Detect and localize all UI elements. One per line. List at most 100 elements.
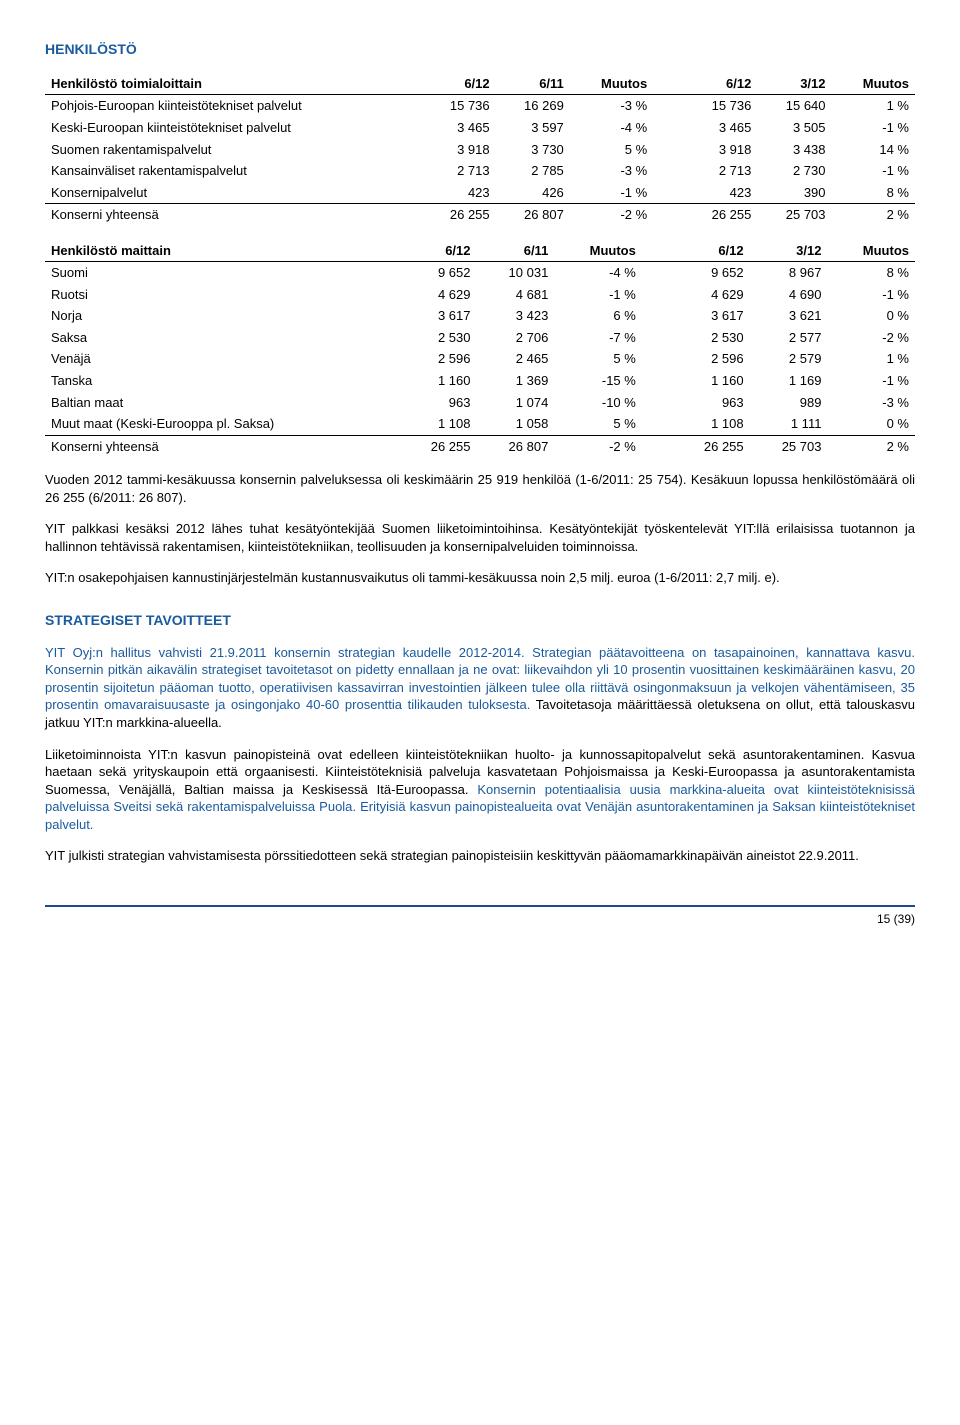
table-row: Konserni yhteensä26 25526 807-2 %26 2552… (45, 435, 915, 457)
cell: 989 (750, 392, 828, 414)
cell: 3 597 (496, 117, 570, 139)
cell: 26 807 (477, 435, 555, 457)
cell: Venäjä (45, 348, 399, 370)
gap (653, 139, 683, 161)
cell: 1 108 (672, 413, 750, 435)
cell: 6 % (554, 305, 642, 327)
gap (653, 95, 683, 117)
cell: -2 % (554, 435, 642, 457)
cell: 390 (757, 182, 831, 204)
cell: Konserni yhteensä (45, 204, 421, 226)
gap (653, 73, 683, 95)
cell: Pohjois-Euroopan kiinteistötekniset palv… (45, 95, 421, 117)
cell: 2 530 (399, 327, 477, 349)
cell: Konserni yhteensä (45, 435, 399, 457)
gap (642, 435, 672, 457)
cell: 2 596 (399, 348, 477, 370)
table-row: Tanska1 1601 369-15 %1 1601 169-1 % (45, 370, 915, 392)
cell: 3 621 (750, 305, 828, 327)
cell: 3 918 (683, 139, 757, 161)
cell: Tanska (45, 370, 399, 392)
paragraph: YIT palkkasi kesäksi 2012 lähes tuhat ke… (45, 520, 915, 555)
gap (653, 117, 683, 139)
cell: 3 465 (421, 117, 495, 139)
col-header: 6/11 (496, 73, 570, 95)
cell: -1 % (832, 160, 915, 182)
cell: 1 108 (399, 413, 477, 435)
col-header: Muutos (570, 73, 653, 95)
cell: -1 % (832, 117, 915, 139)
table-row: Suomen rakentamispalvelut3 9183 7305 %3 … (45, 139, 915, 161)
cell: 4 690 (750, 284, 828, 306)
cell: 3 617 (672, 305, 750, 327)
cell: Muut maat (Keski-Eurooppa pl. Saksa) (45, 413, 399, 435)
cell: 2 579 (750, 348, 828, 370)
gap (642, 284, 672, 306)
cell: 25 703 (750, 435, 828, 457)
cell: -1 % (554, 284, 642, 306)
table-row: Baltian maat9631 074-10 %963989-3 % (45, 392, 915, 414)
gap (642, 370, 672, 392)
cell: 8 % (827, 262, 915, 284)
cell: 15 640 (757, 95, 831, 117)
cell: -3 % (827, 392, 915, 414)
table-row: Muut maat (Keski-Eurooppa pl. Saksa)1 10… (45, 413, 915, 435)
col-header: 6/12 (683, 73, 757, 95)
cell: 3 505 (757, 117, 831, 139)
cell: -3 % (570, 95, 653, 117)
cell: -4 % (554, 262, 642, 284)
cell: 25 703 (757, 204, 831, 226)
cell: -1 % (827, 370, 915, 392)
table-row: Kansainväliset rakentamispalvelut2 7132 … (45, 160, 915, 182)
cell: 3 423 (477, 305, 555, 327)
cell: 4 629 (672, 284, 750, 306)
cell: 423 (683, 182, 757, 204)
cell: 26 255 (399, 435, 477, 457)
cell: 15 736 (421, 95, 495, 117)
cell: 2 % (827, 435, 915, 457)
cell: Suomen rakentamispalvelut (45, 139, 421, 161)
cell: 1 058 (477, 413, 555, 435)
cell: 5 % (554, 348, 642, 370)
table-row: Ruotsi4 6294 681-1 %4 6294 690-1 % (45, 284, 915, 306)
table-row: Norja3 6173 4236 %3 6173 6210 % (45, 305, 915, 327)
cell: 5 % (570, 139, 653, 161)
cell: 10 031 (477, 262, 555, 284)
cell: 1 169 (750, 370, 828, 392)
cell: 15 736 (683, 95, 757, 117)
cell: 1 160 (399, 370, 477, 392)
gap (653, 182, 683, 204)
col-header: Muutos (554, 240, 642, 262)
cell: 9 652 (672, 262, 750, 284)
cell: 2 785 (496, 160, 570, 182)
table-row: Venäjä2 5962 4655 %2 5962 5791 % (45, 348, 915, 370)
section-heading-strategiset: STRATEGISET TAVOITTEET (45, 611, 915, 630)
page-title: HENKILÖSTÖ (45, 40, 915, 59)
cell: 1 074 (477, 392, 555, 414)
cell: 2 530 (672, 327, 750, 349)
cell: 2 706 (477, 327, 555, 349)
cell: 5 % (554, 413, 642, 435)
cell: 8 967 (750, 262, 828, 284)
table-row: Konserni yhteensä26 25526 807-2 %26 2552… (45, 204, 915, 226)
cell: 8 % (832, 182, 915, 204)
cell: Keski-Euroopan kiinteistötekniset palvel… (45, 117, 421, 139)
cell: Suomi (45, 262, 399, 284)
cell: -2 % (570, 204, 653, 226)
cell: 423 (421, 182, 495, 204)
cell: 0 % (827, 413, 915, 435)
cell: Saksa (45, 327, 399, 349)
gap (642, 240, 672, 262)
cell: -10 % (554, 392, 642, 414)
cell: 26 255 (421, 204, 495, 226)
cell: -2 % (827, 327, 915, 349)
cell: 14 % (832, 139, 915, 161)
col-header: 6/11 (477, 240, 555, 262)
page-footer: 15 (39) (45, 905, 915, 927)
cell: 963 (672, 392, 750, 414)
cell: 1 % (827, 348, 915, 370)
gap (642, 327, 672, 349)
cell: 26 255 (683, 204, 757, 226)
cell: 16 269 (496, 95, 570, 117)
gap (642, 305, 672, 327)
